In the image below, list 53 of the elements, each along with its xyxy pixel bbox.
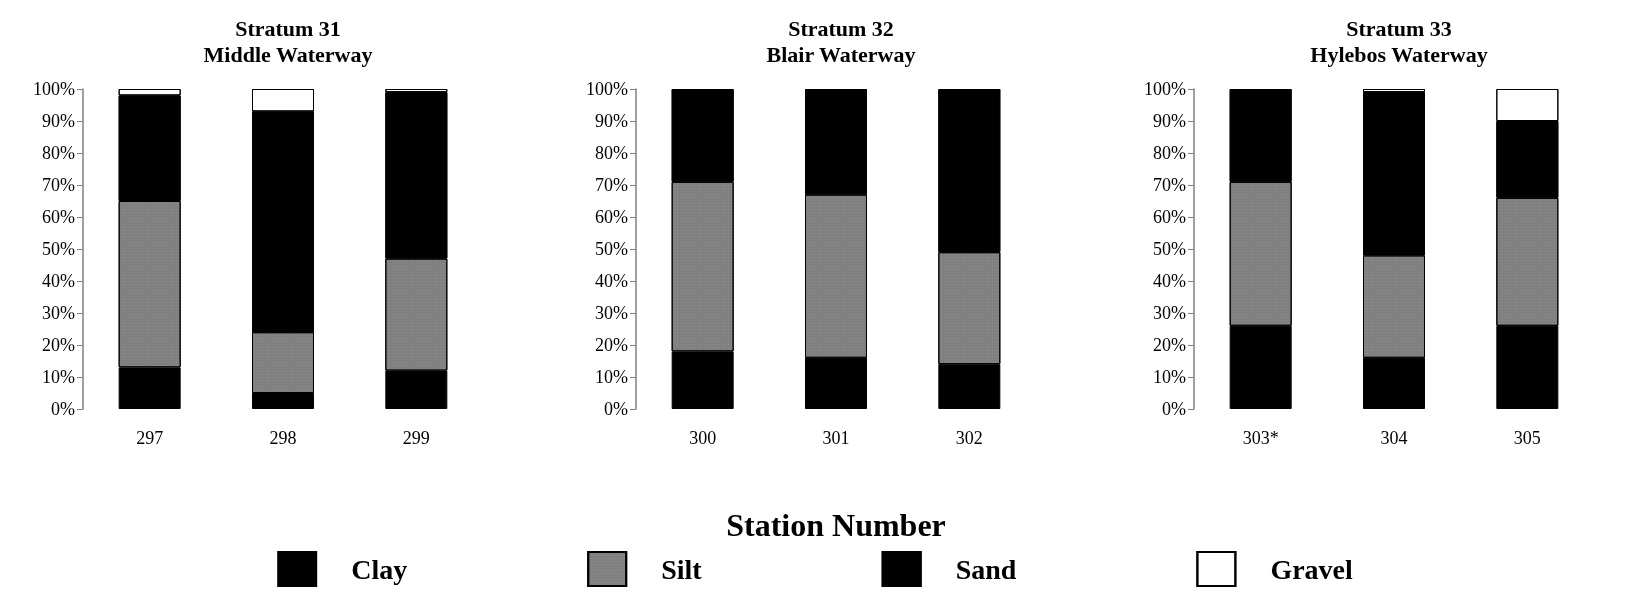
- y-tick-label: 90%: [42, 111, 75, 131]
- y-tick-label: 10%: [42, 367, 75, 387]
- y-tick-label: 80%: [42, 143, 75, 163]
- y-tick-label: 10%: [1153, 367, 1186, 387]
- x-tick-label: 298: [269, 428, 297, 448]
- y-tick-label: 30%: [1153, 303, 1186, 323]
- y-tick-label: 20%: [595, 335, 628, 355]
- y-tick-label: 50%: [595, 239, 628, 259]
- y-tick-label: 90%: [1153, 111, 1186, 131]
- y-tick-label: 50%: [1153, 239, 1186, 259]
- y-tick-label: 100%: [586, 79, 628, 99]
- y-tick-label: 30%: [42, 303, 75, 323]
- y-tick-label: 80%: [1153, 143, 1186, 163]
- y-tick-label: 0%: [604, 399, 628, 419]
- y-tick-label: 60%: [42, 207, 75, 227]
- y-tick-label: 100%: [1144, 79, 1186, 99]
- y-tick-label: 100%: [33, 79, 75, 99]
- y-tick-label: 60%: [1153, 207, 1186, 227]
- chart-subtitle: Blair Waterway: [766, 41, 916, 67]
- y-tick-label: 60%: [595, 207, 628, 227]
- chart-title: Stratum 31: [235, 15, 341, 41]
- x-tick-label: 299: [402, 428, 430, 448]
- y-tick-label: 30%: [595, 303, 628, 323]
- x-tick-label: 300: [689, 428, 717, 448]
- y-tick-label: 70%: [42, 175, 75, 195]
- y-tick-label: 0%: [1162, 399, 1186, 419]
- chart-subtitle: Middle Waterway: [203, 41, 373, 67]
- y-tick-label: 20%: [1153, 335, 1186, 355]
- y-tick-label: 20%: [42, 335, 75, 355]
- x-tick-label: 301: [822, 428, 850, 448]
- y-tick-label: 0%: [51, 399, 75, 419]
- chart-subtitle: Hylebos Waterway: [1310, 41, 1488, 67]
- y-tick-label: 50%: [42, 239, 75, 259]
- x-axis-title: Station Number: [726, 507, 946, 543]
- y-tick-label: 70%: [595, 175, 628, 195]
- y-tick-label: 40%: [42, 271, 75, 291]
- legend-label: Gravel: [1270, 553, 1354, 585]
- chart-title: Stratum 32: [788, 15, 894, 41]
- legend-label: Silt: [661, 553, 703, 585]
- x-tick-label: 297: [136, 428, 164, 448]
- y-tick-label: 90%: [595, 111, 628, 131]
- y-tick-label: 40%: [595, 271, 628, 291]
- x-tick-label: 303*: [1242, 428, 1279, 448]
- y-tick-label: 80%: [595, 143, 628, 163]
- y-tick-label: 40%: [1153, 271, 1186, 291]
- y-tick-label: 70%: [1153, 175, 1186, 195]
- legend-label: Clay: [351, 553, 408, 585]
- legend-label: Sand: [955, 553, 1017, 585]
- chart-title: Stratum 33: [1346, 15, 1452, 41]
- x-tick-label: 305: [1513, 428, 1541, 448]
- x-tick-label: 302: [955, 428, 983, 448]
- x-tick-label: 304: [1380, 428, 1408, 448]
- y-tick-label: 10%: [595, 367, 628, 387]
